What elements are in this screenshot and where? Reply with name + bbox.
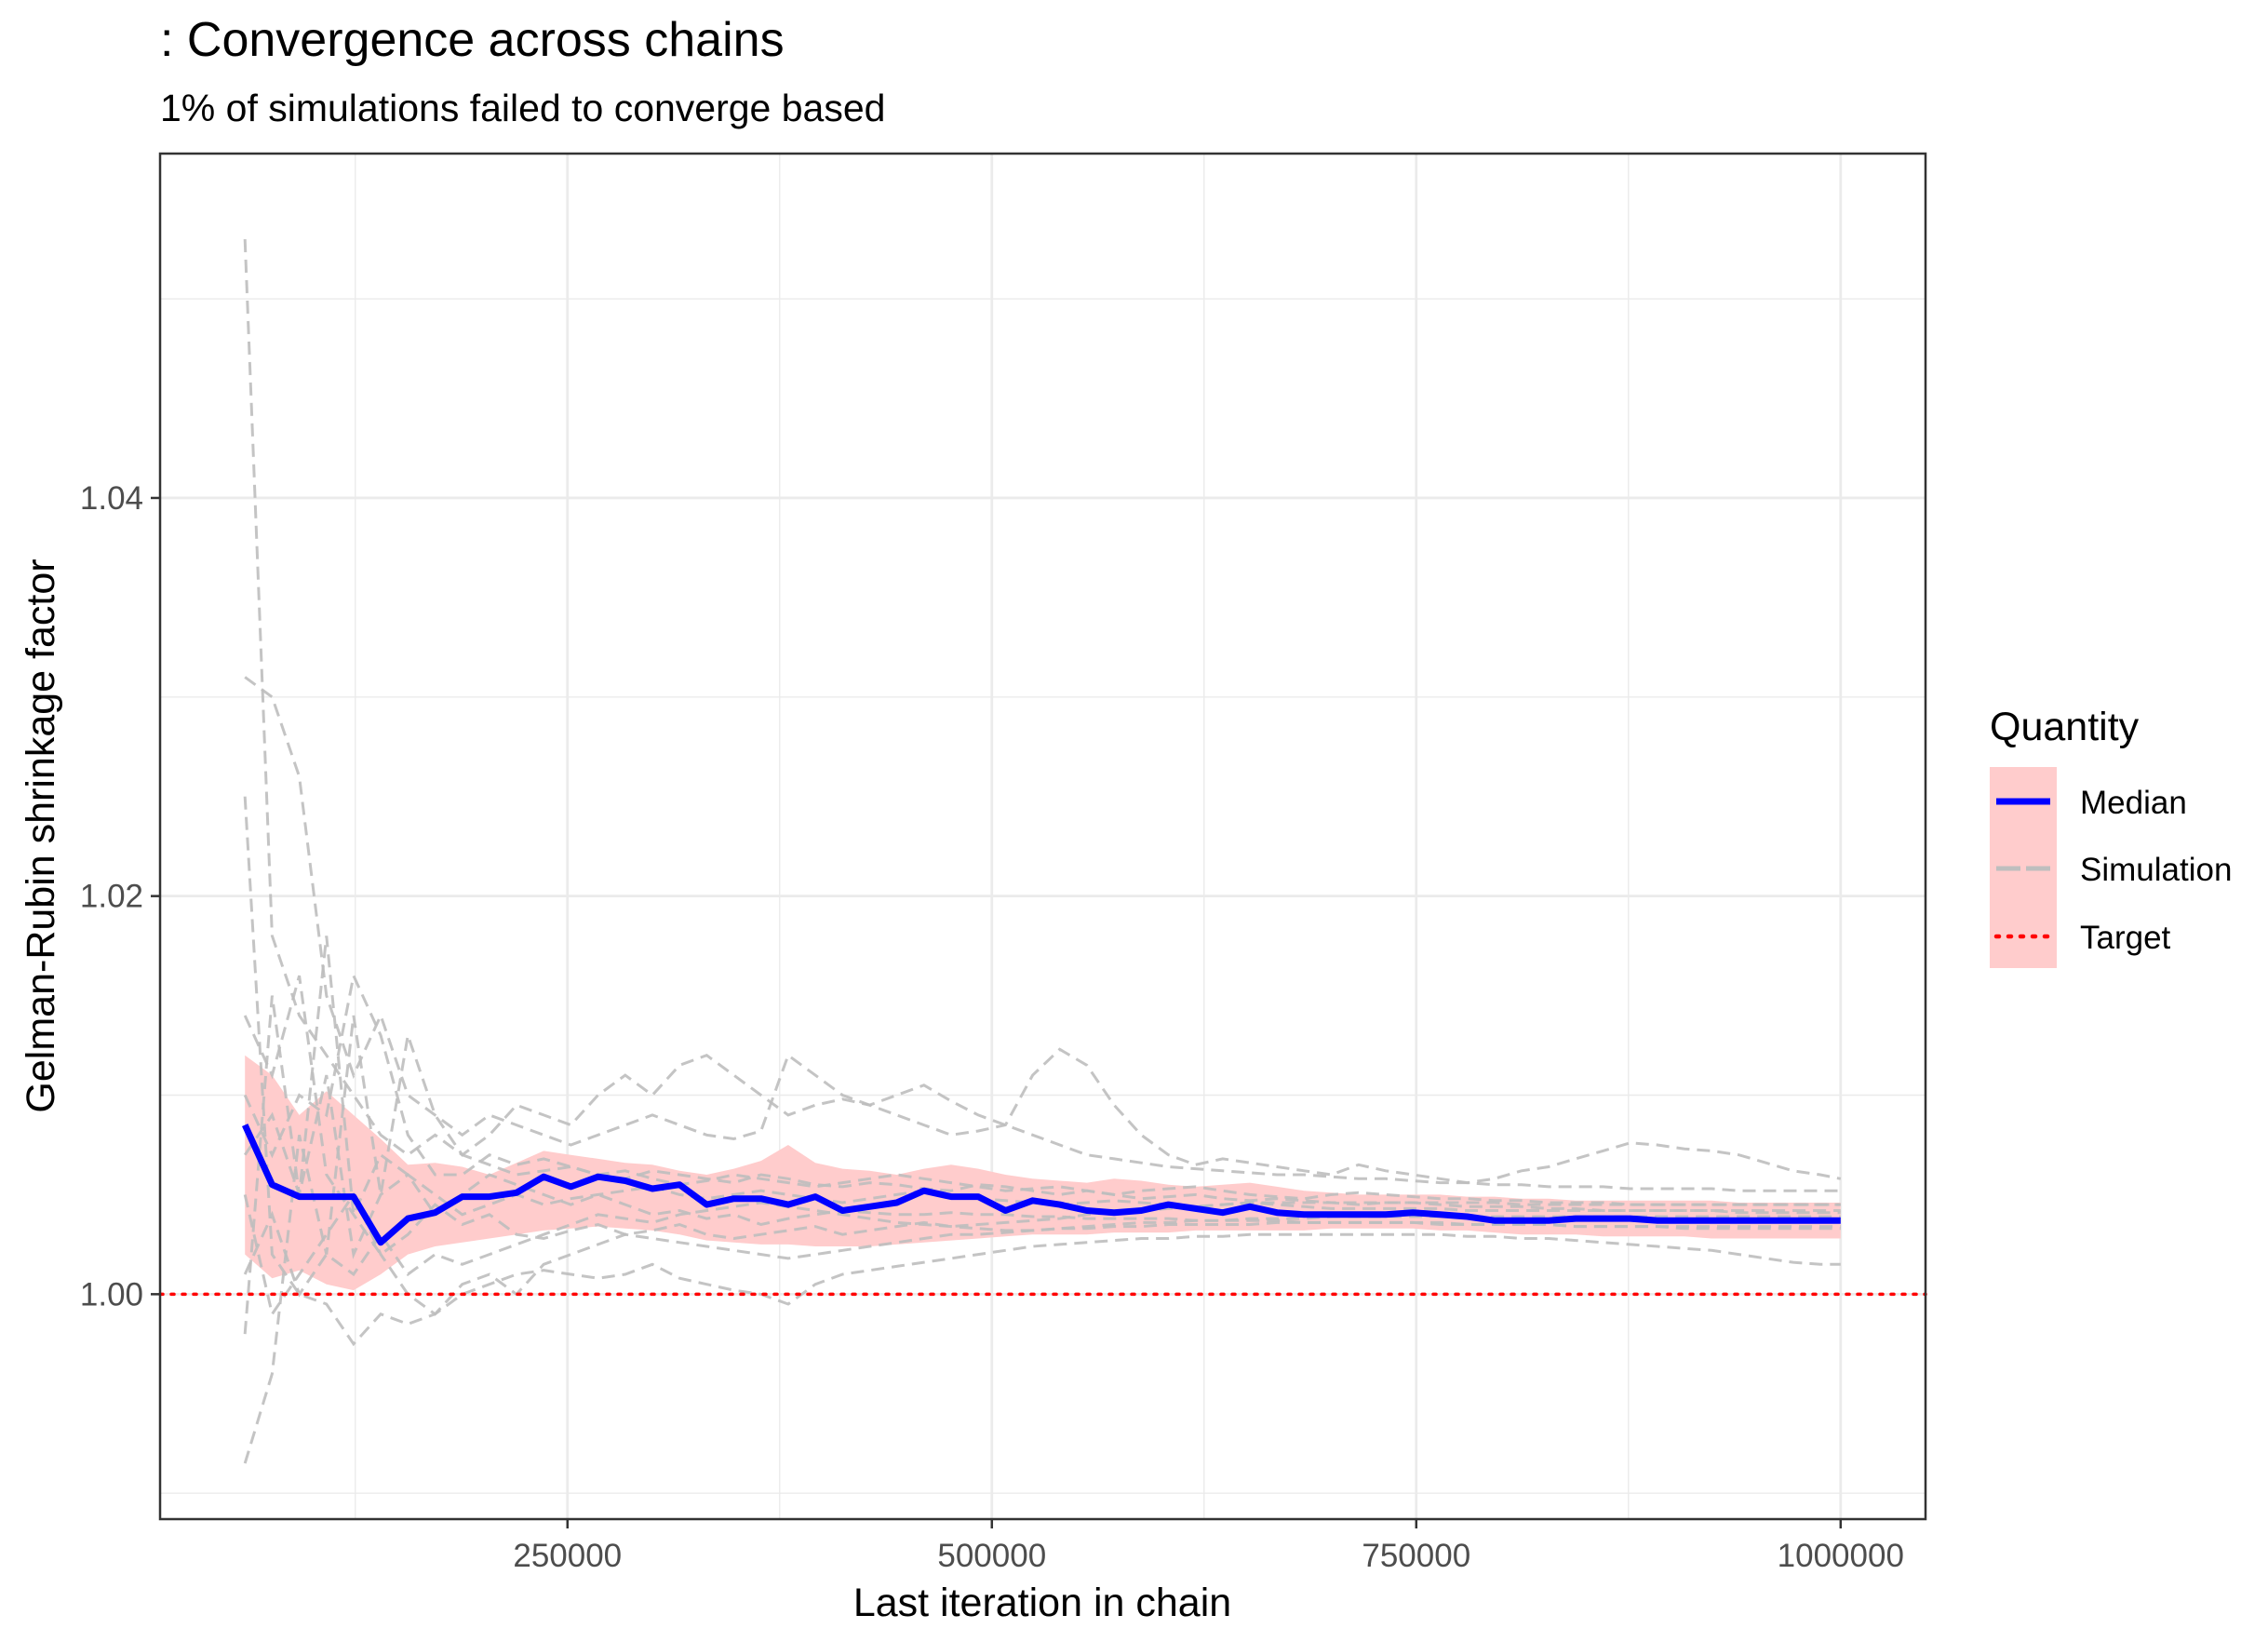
axes: 1.00 1.02 1.04 250000 500000 750000 1000000	[80, 480, 1904, 1574]
y-tick-label: 1.04	[80, 480, 143, 517]
simulation-line	[243, 975, 1841, 1257]
simulation-line	[244, 676, 1842, 1185]
median-line	[242, 1124, 1841, 1246]
x-tick-label: 500000	[937, 1538, 1046, 1574]
legend-title: Quantity	[1990, 705, 2140, 749]
simulation-line	[243, 935, 1841, 1335]
x-tick-label: 1000000	[1778, 1538, 1904, 1574]
y-axis-label: Gelman-Rubin shrinkage factor	[19, 559, 63, 1112]
y-tick-label: 1.02	[80, 879, 143, 915]
legend-label-target: Target	[2080, 920, 2171, 956]
simulation-lines	[243, 238, 1842, 1464]
plot-layer: 1.00 1.02 1.04 250000 500000 750000 1000000	[80, 154, 1927, 1574]
x-tick-label: 250000	[513, 1538, 622, 1574]
simulation-line	[243, 1015, 1841, 1464]
ribbon-band	[245, 1055, 1841, 1291]
chart-title: : Convergence across chains	[160, 13, 785, 67]
grid	[160, 154, 1926, 1519]
plot-panel-border	[158, 152, 1927, 1521]
legend-label-median: Median	[2080, 785, 2187, 821]
x-axis-label: Last iteration in chain	[853, 1581, 1231, 1625]
simulation-line	[243, 796, 1841, 1347]
simulation-line	[243, 971, 1841, 1206]
legend: Quantity Median Simulation Target	[1990, 705, 2232, 968]
simulation-line	[243, 238, 1841, 1215]
chart-subtitle: 1% of simulations failed to converge bas…	[160, 87, 885, 129]
x-tick-label: 750000	[1362, 1538, 1470, 1574]
y-tick-label: 1.00	[80, 1276, 143, 1312]
legend-label-simulation: Simulation	[2080, 852, 2232, 888]
